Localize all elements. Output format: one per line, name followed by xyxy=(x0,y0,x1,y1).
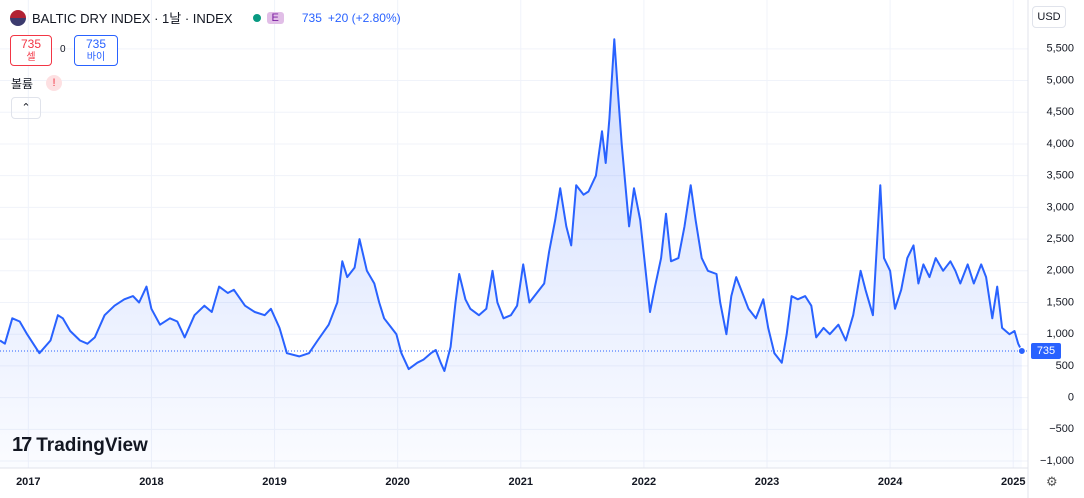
y-tick-label: 0 xyxy=(1068,392,1074,404)
y-tick-label: 4,500 xyxy=(1046,106,1074,118)
flag-icon xyxy=(10,9,26,26)
y-tick-label: 4,000 xyxy=(1046,138,1074,150)
brand: 17 TradingView xyxy=(12,434,148,457)
sell-button[interactable]: 735 셀 xyxy=(10,35,52,66)
y-tick-label: 1,500 xyxy=(1046,296,1074,308)
symbol-title: BALTIC DRY INDEX · 1날 · INDEX xyxy=(32,11,233,26)
x-tick-label: 2019 xyxy=(262,476,286,488)
change: +20 (+2.80%) xyxy=(327,10,401,25)
area xyxy=(0,39,1022,469)
last-point xyxy=(1017,347,1026,355)
volume-label: 볼륨 xyxy=(11,77,34,91)
brand-name: TradingView xyxy=(36,434,148,456)
y-tick-label: 1,000 xyxy=(1046,328,1074,340)
x-tick-label: 2018 xyxy=(139,476,163,488)
x-tick-label: 2023 xyxy=(755,476,779,488)
buy-price: 735 xyxy=(85,37,107,51)
line xyxy=(0,38,1023,372)
x-tick-label: 2017 xyxy=(16,476,40,488)
currency-button[interactable]: USD xyxy=(1032,6,1066,28)
x-tick-label: 2024 xyxy=(878,476,903,488)
status-dot xyxy=(252,13,261,22)
price: 735 xyxy=(301,10,322,25)
last-price-tag xyxy=(1031,343,1061,359)
warning-icon: ! xyxy=(46,75,62,91)
y-tick-label: 500 xyxy=(1056,360,1074,372)
x-tick-label: 2025 xyxy=(1001,476,1025,488)
x-tick-label: 2021 xyxy=(509,476,533,488)
y-tick-label: 5,500 xyxy=(1046,43,1074,55)
y-tick-label: 2,000 xyxy=(1046,265,1074,277)
last-price-label: 735 xyxy=(1037,345,1055,357)
y-tick-label: 5,000 xyxy=(1046,74,1074,86)
brand-logo: 17 xyxy=(12,434,32,456)
y-tick-label: 2,500 xyxy=(1046,233,1074,245)
spread: 0 xyxy=(60,44,66,55)
y-tick-label: −500 xyxy=(1049,423,1074,435)
y-tick-label: −1,000 xyxy=(1040,455,1074,467)
header: BALTIC DRY INDEX · 1날 · INDEX E 735 +20 … xyxy=(10,8,401,27)
buy-label: 바이 xyxy=(86,52,106,63)
settings-icon[interactable]: ⚙ xyxy=(1046,474,1058,489)
x-tick-label: 2022 xyxy=(632,476,656,488)
buy-button[interactable]: 735 바이 xyxy=(74,35,118,66)
badge: E xyxy=(266,11,284,24)
sell-price: 735 xyxy=(20,37,42,51)
y-tick-label: 3,500 xyxy=(1046,170,1074,182)
collapse-button[interactable]: ⌃ xyxy=(11,97,41,119)
sell-label: 셀 xyxy=(26,52,36,63)
y-tick-label: 3,000 xyxy=(1046,201,1074,213)
x-tick-label: 2020 xyxy=(385,476,409,488)
